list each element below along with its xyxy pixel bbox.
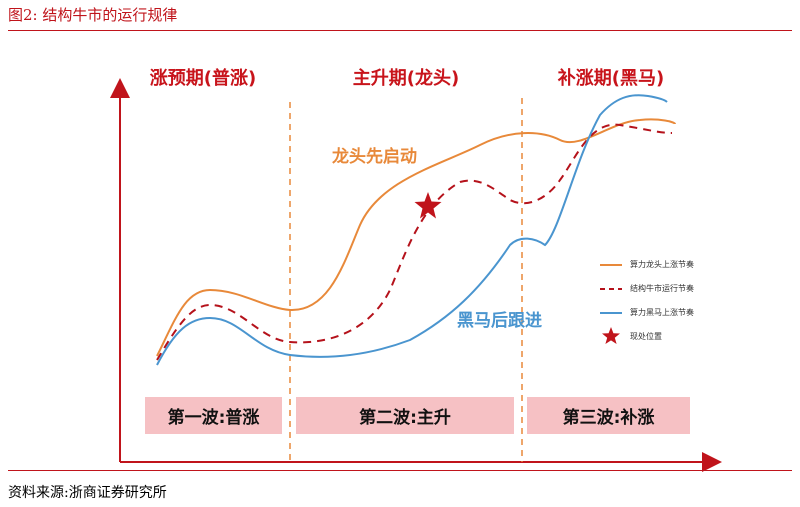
wave-box-3: 第三波:补涨 xyxy=(527,397,690,434)
legend-label: 现处位置 xyxy=(630,332,662,341)
current-position-star xyxy=(414,192,442,219)
phase-label-1: 涨预期(普涨) xyxy=(149,68,257,89)
phase-label-2: 主升期(龙头) xyxy=(352,68,460,89)
figure-title: 图2: 结构牛市的运行规律 xyxy=(8,6,178,24)
source-note: 资料来源:浙商证券研究所 xyxy=(8,485,167,501)
legend-star-icon xyxy=(602,327,620,344)
legend-item-leader: 算力龙头上涨节奏 xyxy=(630,259,694,270)
wave-box-1: 第一波:普涨 xyxy=(145,397,282,434)
darkhorse-curve xyxy=(156,94,668,366)
phase-label-3: 补涨期(黑马) xyxy=(557,68,665,89)
leader-curve xyxy=(156,118,676,357)
legend-item-market: 结构牛市运行节奏 xyxy=(630,283,694,294)
darkhorse-annotation: 黑马后跟进 xyxy=(457,311,542,331)
legend-label: 结构牛市运行节奏 xyxy=(630,284,694,293)
leader-annotation: 龙头先启动 xyxy=(332,147,417,167)
legend-item-darkhorse: 算力黑马上涨节奏 xyxy=(630,307,694,318)
legend-item-position: 现处位置 xyxy=(630,331,662,342)
top-rule xyxy=(8,30,792,31)
legend-label: 算力黑马上涨节奏 xyxy=(630,308,694,317)
legend-label: 算力龙头上涨节奏 xyxy=(630,260,694,269)
market-curve xyxy=(156,123,673,361)
bottom-rule xyxy=(8,470,792,471)
wave-box-2: 第二波:主升 xyxy=(296,397,514,434)
